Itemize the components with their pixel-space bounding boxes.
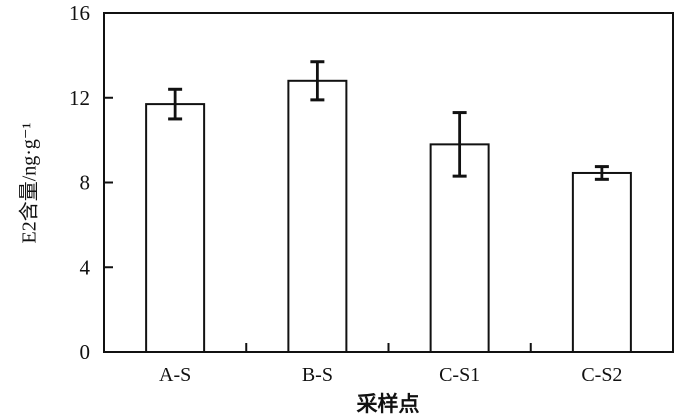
y-axis-title: E2含量/ng·g⁻¹ [18, 122, 41, 244]
y-tick-label: 8 [80, 171, 91, 195]
x-axis-title: 采样点 [356, 392, 420, 416]
bar [429, 143, 490, 353]
y-tick-label: 0 [80, 340, 91, 364]
bar [287, 79, 348, 354]
x-category-label: C-S1 [439, 364, 480, 386]
x-category-label: A-S [159, 364, 191, 386]
bar [145, 103, 206, 353]
y-tick-label: 12 [69, 86, 90, 110]
y-tick-label: 16 [69, 1, 90, 25]
x-category-label: B-S [302, 364, 333, 386]
y-tick-label: 4 [80, 255, 91, 279]
x-category-label: C-S2 [581, 364, 622, 386]
bar [571, 171, 632, 353]
